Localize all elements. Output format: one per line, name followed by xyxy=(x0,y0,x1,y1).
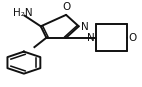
Text: N: N xyxy=(81,22,89,32)
Text: O: O xyxy=(62,2,70,12)
Text: O: O xyxy=(128,33,137,43)
Text: N: N xyxy=(87,33,95,43)
Text: H₂N: H₂N xyxy=(13,8,32,18)
